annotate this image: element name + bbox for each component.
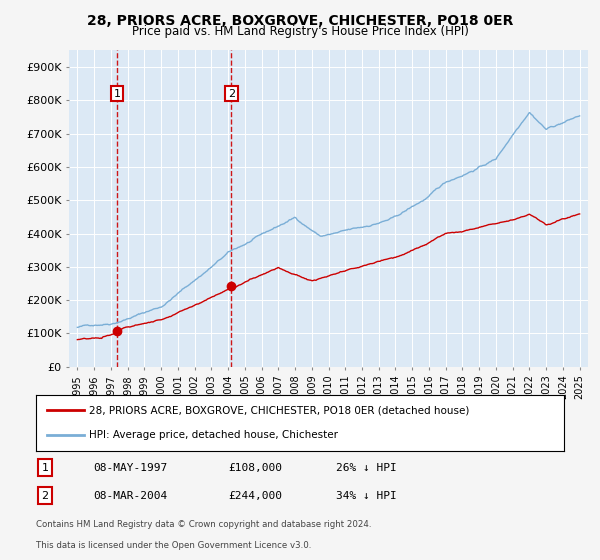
Text: 08-MAR-2004: 08-MAR-2004 bbox=[93, 491, 167, 501]
Text: 34% ↓ HPI: 34% ↓ HPI bbox=[336, 491, 397, 501]
Text: 1: 1 bbox=[41, 463, 49, 473]
Text: Contains HM Land Registry data © Crown copyright and database right 2024.: Contains HM Land Registry data © Crown c… bbox=[36, 520, 371, 529]
Text: HPI: Average price, detached house, Chichester: HPI: Average price, detached house, Chic… bbox=[89, 430, 338, 440]
Text: 2: 2 bbox=[41, 491, 49, 501]
Text: 28, PRIORS ACRE, BOXGROVE, CHICHESTER, PO18 0ER (detached house): 28, PRIORS ACRE, BOXGROVE, CHICHESTER, P… bbox=[89, 405, 469, 416]
Text: £108,000: £108,000 bbox=[228, 463, 282, 473]
Text: 08-MAY-1997: 08-MAY-1997 bbox=[93, 463, 167, 473]
Text: This data is licensed under the Open Government Licence v3.0.: This data is licensed under the Open Gov… bbox=[36, 541, 311, 550]
Text: 26% ↓ HPI: 26% ↓ HPI bbox=[336, 463, 397, 473]
Text: Price paid vs. HM Land Registry's House Price Index (HPI): Price paid vs. HM Land Registry's House … bbox=[131, 25, 469, 38]
Text: 2: 2 bbox=[227, 88, 235, 99]
Text: 28, PRIORS ACRE, BOXGROVE, CHICHESTER, PO18 0ER: 28, PRIORS ACRE, BOXGROVE, CHICHESTER, P… bbox=[87, 14, 513, 28]
Text: £244,000: £244,000 bbox=[228, 491, 282, 501]
Text: 1: 1 bbox=[113, 88, 121, 99]
